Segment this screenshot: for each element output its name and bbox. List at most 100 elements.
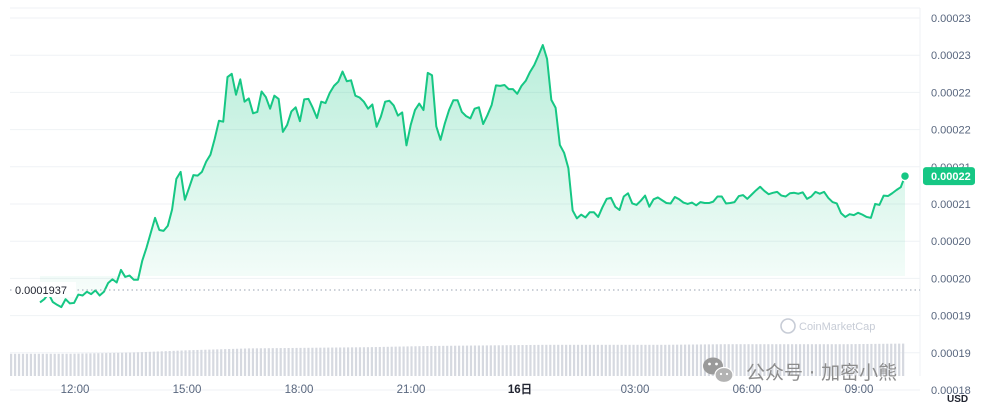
volume-bar bbox=[339, 347, 342, 376]
volume-bar bbox=[394, 346, 397, 376]
volume-bar bbox=[791, 344, 794, 376]
volume-bar bbox=[271, 348, 274, 376]
volume-bar bbox=[382, 346, 385, 376]
volume-bar bbox=[668, 344, 671, 376]
volume-bar bbox=[874, 343, 877, 376]
volume-bar bbox=[767, 344, 770, 376]
volume-bar bbox=[295, 347, 298, 376]
volume-bar bbox=[545, 344, 548, 376]
volume-bar bbox=[13, 353, 17, 376]
volume-bar bbox=[319, 347, 322, 376]
watermark-text: CoinMarketCap bbox=[799, 321, 875, 333]
volume-bar bbox=[580, 344, 584, 376]
volume-bar bbox=[25, 353, 29, 376]
volume-bar bbox=[676, 344, 679, 376]
reference-line: 0.0001937 bbox=[10, 282, 920, 297]
y-tick-label: 0.00019 bbox=[931, 348, 971, 360]
volume-bar bbox=[410, 346, 413, 376]
volume-bar bbox=[850, 344, 853, 376]
volume-bar bbox=[691, 344, 695, 376]
volume-bar bbox=[418, 346, 421, 376]
volume-bar bbox=[699, 344, 703, 376]
volume-bar bbox=[672, 344, 675, 376]
x-tick-label: 06:00 bbox=[733, 384, 762, 396]
volume-bar bbox=[136, 352, 140, 376]
volume-bar bbox=[164, 351, 167, 376]
volume-bar bbox=[549, 344, 552, 376]
x-tick-label: 12:00 bbox=[61, 384, 90, 396]
y-tick-label: 0.00019 bbox=[931, 311, 971, 323]
volume-bar bbox=[612, 344, 615, 376]
volume-bar bbox=[497, 345, 500, 376]
volume-bar bbox=[469, 345, 473, 376]
y-tick-label: 0.00022 bbox=[931, 87, 971, 99]
volume-bar bbox=[644, 344, 647, 376]
volume-bar bbox=[854, 344, 857, 376]
volume-bar bbox=[446, 345, 449, 376]
volume-bar bbox=[561, 344, 564, 376]
volume-bar bbox=[105, 353, 108, 376]
wechat-account-text: 公众号 · 加密小熊 bbox=[746, 362, 897, 384]
volume-bar bbox=[398, 346, 401, 376]
volume-bar bbox=[576, 344, 580, 376]
coinmarketcap-watermark: CoinMarketCap bbox=[780, 318, 875, 334]
volume-bar bbox=[600, 344, 603, 376]
volume-bar bbox=[596, 344, 599, 376]
volume-bar bbox=[616, 344, 619, 376]
volume-bar bbox=[33, 353, 36, 376]
volume-bar bbox=[315, 347, 318, 376]
volume-bar bbox=[695, 344, 699, 376]
x-tick-label: 21:00 bbox=[397, 384, 426, 396]
volume-bar bbox=[89, 353, 92, 376]
volume-bar bbox=[109, 353, 112, 376]
volume-bar bbox=[49, 353, 52, 376]
volume-bar bbox=[41, 353, 44, 376]
volume-bar bbox=[648, 344, 651, 376]
volume-bar bbox=[220, 349, 223, 376]
volume-bar bbox=[374, 347, 377, 376]
y-tick-label: 0.00023 bbox=[931, 50, 971, 62]
volume-bar bbox=[775, 344, 778, 376]
volume-bar bbox=[735, 344, 738, 376]
volume-bar bbox=[557, 344, 560, 376]
volume-bar bbox=[814, 344, 818, 376]
y-tick-label: 0.00020 bbox=[931, 236, 971, 248]
volume-bar bbox=[771, 344, 774, 376]
volume-bar bbox=[61, 353, 64, 376]
volume-bar bbox=[29, 353, 33, 376]
volume-bar bbox=[204, 349, 207, 376]
volume-bar bbox=[727, 344, 730, 376]
volume-bar bbox=[232, 348, 235, 376]
volume-bar bbox=[461, 345, 465, 376]
volume-bar bbox=[834, 344, 837, 376]
x-tick-label: 03:00 bbox=[621, 384, 650, 396]
volume-bar bbox=[259, 348, 262, 376]
volume-bar bbox=[572, 344, 576, 376]
volume-bar bbox=[113, 352, 116, 376]
volume-bar bbox=[739, 344, 742, 376]
volume-bar bbox=[553, 344, 556, 376]
x-tick-label: 15:00 bbox=[173, 384, 202, 396]
volume-bar bbox=[509, 345, 512, 376]
volume-bar bbox=[180, 350, 183, 376]
volume-bar bbox=[267, 348, 270, 376]
volume-bar bbox=[21, 353, 25, 376]
volume-bar bbox=[426, 346, 429, 376]
volume-bar bbox=[176, 350, 179, 376]
volume-bar bbox=[152, 351, 155, 376]
volume-bar bbox=[755, 344, 758, 376]
x-tick-label: 18:00 bbox=[285, 384, 314, 396]
volume-bar bbox=[608, 344, 611, 376]
volume-bar bbox=[172, 350, 175, 376]
volume-bar bbox=[569, 344, 572, 376]
volume-bar bbox=[132, 352, 136, 376]
reference-value-label: 0.0001937 bbox=[15, 285, 67, 297]
volume-bar bbox=[458, 345, 461, 376]
volume-bar bbox=[156, 351, 159, 376]
volume-bar bbox=[565, 344, 568, 376]
volume-bar bbox=[806, 344, 810, 376]
volume-bar bbox=[128, 352, 132, 376]
volume-bar bbox=[537, 344, 540, 376]
y-tick-label: 0.00020 bbox=[931, 273, 971, 285]
